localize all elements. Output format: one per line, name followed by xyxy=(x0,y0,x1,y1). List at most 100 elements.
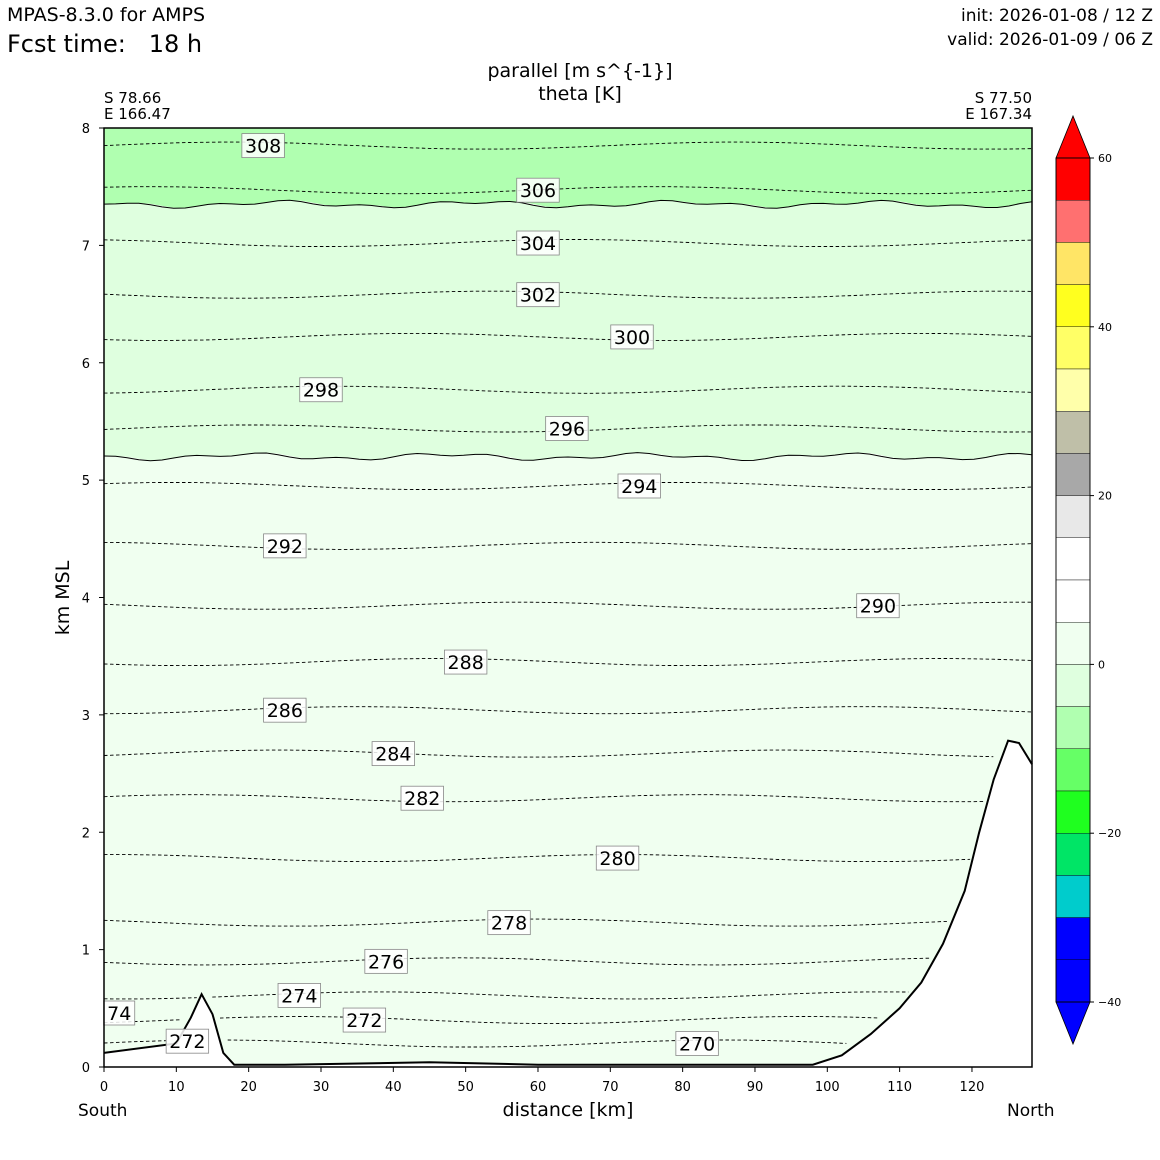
contour-label-278-box xyxy=(487,910,531,936)
contour-label-308: 308 xyxy=(241,133,285,159)
contour-label-284: 284 xyxy=(371,741,415,767)
contour-label-280-box xyxy=(595,845,640,871)
contour-label-306-text: 306 xyxy=(520,180,556,202)
x-axis-label: distance [km] xyxy=(502,1099,634,1121)
left-lat: S 78.66 xyxy=(104,89,162,107)
y-tick-label: 3 xyxy=(82,709,90,724)
colorbar-segment xyxy=(1055,622,1091,665)
y-tick-label: 7 xyxy=(82,239,90,254)
contour-label-272-box xyxy=(342,1007,387,1033)
contour-label-298-box xyxy=(299,377,343,403)
y-tick-label: 1 xyxy=(82,944,90,959)
left-lon: E 166.47 xyxy=(104,105,171,123)
contour-label-276-box xyxy=(364,948,408,974)
contour-label-270-text: 270 xyxy=(679,1034,715,1056)
contour-label-298: 298 xyxy=(299,377,343,403)
colorbar-tick-label: −40 xyxy=(1098,996,1121,1009)
terrain-outline xyxy=(103,739,1033,1066)
contour-label-308-text: 308 xyxy=(245,136,281,158)
edge-label-0-text: 74 xyxy=(107,1003,131,1025)
colorbar-segment xyxy=(1055,495,1091,539)
x-tick-label: 90 xyxy=(747,1080,764,1095)
colorbar-segment xyxy=(1055,875,1091,918)
y-tick-label: 2 xyxy=(82,826,90,841)
left-coordinates: S 78.66 E 166.47 xyxy=(104,90,171,122)
contour-label-272-text: 272 xyxy=(346,1010,382,1032)
colorbar-segment xyxy=(1055,199,1091,243)
x-tick-label: 120 xyxy=(960,1080,985,1095)
chart-subtitle: theta [K] xyxy=(538,83,622,105)
contour-label-306-box xyxy=(516,177,560,203)
theta-contour-292 xyxy=(104,541,1033,550)
right-lat: S 77.50 xyxy=(974,89,1032,107)
contour-label-282: 282 xyxy=(400,785,444,811)
colorbar-tick-label: 0 xyxy=(1098,658,1105,671)
contour-label-304-text: 304 xyxy=(520,233,556,255)
contour-label-298-text: 298 xyxy=(303,380,339,402)
contour-label-294-box xyxy=(617,473,661,499)
contour-label-294-text: 294 xyxy=(621,476,657,498)
wind-fill--10to-5 xyxy=(104,452,1032,1068)
colorbar-segment xyxy=(1055,748,1091,792)
theta-contour-306 xyxy=(103,186,1033,195)
valid-time: valid: 2026-01-09 / 06 Z xyxy=(947,30,1153,50)
y-axis-label: km MSL xyxy=(52,560,74,636)
theta-contour-290 xyxy=(103,601,1032,610)
right-coordinates: S 77.50 E 167.34 xyxy=(965,90,1032,122)
contour-label-296-box xyxy=(545,416,589,441)
theta-contour-302 xyxy=(103,290,1033,299)
edge-label-0: 74 xyxy=(103,1000,136,1026)
contour-label-300-box xyxy=(610,324,654,350)
contour-label-280-text: 280 xyxy=(599,848,635,870)
contour-label-282-text: 282 xyxy=(404,788,440,810)
contour-label-290: 290 xyxy=(856,593,900,619)
chart-title: parallel [m s^{-1}] xyxy=(487,60,673,82)
x-tick-label: 0 xyxy=(100,1080,108,1095)
x-tick-label: 30 xyxy=(313,1080,330,1095)
contour-label-274-text: 274 xyxy=(281,985,317,1007)
fcst-label: Fcst time: xyxy=(7,30,126,58)
theta-contour-288 xyxy=(103,658,1033,667)
contour-label-270: 270 xyxy=(675,1031,719,1056)
edge-label-0-box xyxy=(103,1000,136,1026)
colorbar: 60 40 20 0 −20 −40 xyxy=(1055,114,1121,1046)
contour-label-270-box xyxy=(675,1031,719,1056)
edge-label-1-text: 272 xyxy=(169,1031,205,1053)
y-tick-label: 8 xyxy=(82,122,90,137)
colorbar-tick-label: 20 xyxy=(1098,490,1112,503)
colorbar-over-arrow xyxy=(1055,114,1091,159)
contour-label-284-text: 284 xyxy=(375,744,411,766)
south-end-label: South xyxy=(78,1101,128,1121)
contour-label-286-box xyxy=(263,697,307,723)
wind-boundary-line xyxy=(103,452,1033,462)
colorbar-segment xyxy=(1055,917,1091,960)
x-tick-label: 10 xyxy=(168,1080,185,1095)
contour-label-302: 302 xyxy=(516,282,560,308)
contour-label-308-box xyxy=(241,133,285,159)
axes-layer: 0 10 20 30 40 50 60 70 80 90 100 110 120 0 1 2 3 4 5 6 7 8 xyxy=(82,122,1033,1095)
contour-label-290-box xyxy=(856,593,900,619)
x-tick-label: 100 xyxy=(815,1080,840,1095)
fcst-value: 18 h xyxy=(148,30,203,58)
contour-label-278: 278 xyxy=(487,910,531,936)
contour-label-276: 276 xyxy=(364,948,408,974)
y-tick-label: 4 xyxy=(82,592,90,607)
wind-fill-layer xyxy=(104,128,1032,1068)
colorbar-frame xyxy=(1055,157,1091,1003)
contour-label-286-text: 286 xyxy=(267,700,303,722)
contour-label-306: 306 xyxy=(516,177,560,203)
contour-label-304-box xyxy=(516,230,560,256)
x-tick-label: 60 xyxy=(530,1080,547,1095)
theta-contour-300 xyxy=(103,332,1033,341)
x-tick-label: 70 xyxy=(602,1080,619,1095)
contour-label-296: 296 xyxy=(545,416,589,441)
contour-label-288: 288 xyxy=(444,649,488,675)
contour-label-302-text: 302 xyxy=(520,285,556,307)
contour-label-300: 300 xyxy=(610,324,654,350)
theta-contour-274 xyxy=(103,991,909,1000)
colorbar-segment xyxy=(1055,157,1091,201)
contour-label-286: 286 xyxy=(263,697,307,723)
wind-fill--20to-15 xyxy=(104,128,1032,209)
forecast-time: Fcst time: 18 h xyxy=(7,30,202,58)
contour-label-300-text: 300 xyxy=(614,327,650,349)
